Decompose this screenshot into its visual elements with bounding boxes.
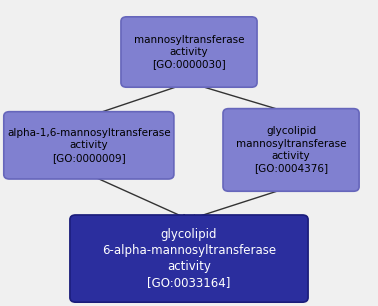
Text: mannosyltransferase
activity
[GO:0000030]: mannosyltransferase activity [GO:0000030… bbox=[134, 35, 244, 69]
Text: alpha-1,6-mannosyltransferase
activity
[GO:0000009]: alpha-1,6-mannosyltransferase activity [… bbox=[7, 128, 170, 163]
Text: glycolipid
mannosyltransferase
activity
[GO:0004376]: glycolipid mannosyltransferase activity … bbox=[236, 126, 346, 174]
FancyBboxPatch shape bbox=[223, 109, 359, 191]
FancyBboxPatch shape bbox=[70, 215, 308, 302]
FancyBboxPatch shape bbox=[121, 17, 257, 87]
Text: glycolipid
6-alpha-mannosyltransferase
activity
[GO:0033164]: glycolipid 6-alpha-mannosyltransferase a… bbox=[102, 228, 276, 289]
FancyBboxPatch shape bbox=[4, 112, 174, 179]
